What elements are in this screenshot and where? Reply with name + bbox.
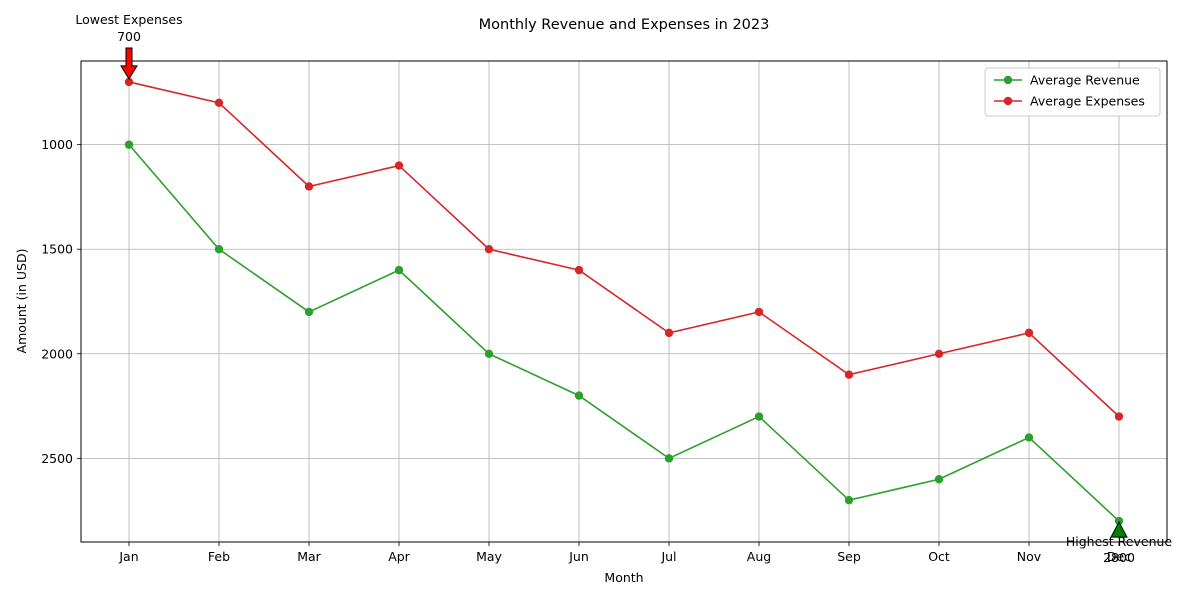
data-point xyxy=(844,370,854,379)
x-tick-label: Jan xyxy=(118,549,138,564)
annotation-label: Highest Revenue xyxy=(1066,534,1173,549)
data-point xyxy=(754,412,764,421)
x-tick-label: Jul xyxy=(660,549,676,564)
series-line xyxy=(128,144,1120,522)
data-point xyxy=(394,161,404,170)
series-line xyxy=(128,81,1120,418)
data-point xyxy=(664,454,674,463)
data-point xyxy=(214,245,224,254)
series-expenses xyxy=(124,77,1124,421)
data-point xyxy=(1114,412,1124,421)
annotation-value: 2800 xyxy=(1103,550,1135,565)
data-point xyxy=(844,495,854,505)
x-axis-label: Month xyxy=(604,570,643,585)
data-point xyxy=(484,245,494,254)
series-revenue xyxy=(124,140,1124,526)
y-tick-label: 1000 xyxy=(41,137,73,152)
x-tick-label: Oct xyxy=(928,549,950,564)
data-point xyxy=(124,77,134,87)
y-axis-label: Amount (in USD) xyxy=(14,249,29,354)
annotation-arrow xyxy=(1110,521,1128,538)
data-point xyxy=(304,182,314,191)
x-tick-label: Nov xyxy=(1017,549,1042,564)
data-point xyxy=(664,328,674,338)
legend-item: Average Revenue xyxy=(994,73,1140,88)
x-tick-label: Mar xyxy=(297,549,321,564)
data-point xyxy=(754,307,764,317)
data-point xyxy=(484,349,494,358)
annotation-label: Lowest Expenses xyxy=(75,12,182,27)
data-point xyxy=(574,265,584,275)
y-tick-label: 2500 xyxy=(41,451,73,466)
legend-item: Average Expenses xyxy=(994,94,1145,109)
data-point xyxy=(1024,328,1034,338)
data-point xyxy=(394,265,404,275)
chart-title: Monthly Revenue and Expenses in 2023 xyxy=(479,17,770,33)
x-tick-label: Dec xyxy=(1107,549,1131,564)
legend-box xyxy=(984,67,1161,117)
annotation-arrow xyxy=(120,47,138,80)
x-tick-label: Apr xyxy=(388,549,410,564)
legend-marker xyxy=(1003,96,1013,106)
legend: Average Revenue Average Expenses xyxy=(984,67,1161,117)
data-point xyxy=(124,140,134,149)
data-point xyxy=(574,391,584,400)
x-tick-label: Jun xyxy=(568,549,589,564)
plot-area-frame xyxy=(80,60,1168,543)
x-tick-label: Aug xyxy=(747,549,771,564)
legend-label: Average Revenue xyxy=(1030,73,1140,88)
y-tick-label: 2000 xyxy=(41,346,73,361)
data-point xyxy=(934,349,944,358)
data-point xyxy=(214,98,224,108)
data-point xyxy=(934,475,944,484)
legend-label: Average Expenses xyxy=(1030,94,1145,109)
annotation-lowest-expenses: Lowest Expenses 700 xyxy=(75,12,183,80)
data-point xyxy=(304,307,314,317)
x-tick-label: May xyxy=(476,549,502,564)
x-tick-label: Sep xyxy=(837,549,861,564)
x-axis: Jan Feb Mar Apr May Jun Jul Aug Sep Oct Nov Dec xyxy=(118,542,1131,564)
legend-marker xyxy=(1003,75,1013,85)
x-tick-label: Feb xyxy=(208,549,230,564)
y-axis: 1000 1500 2000 2500 xyxy=(41,137,81,466)
series-layer xyxy=(124,77,1124,526)
grid xyxy=(81,61,1167,542)
y-tick-label: 1500 xyxy=(41,242,73,257)
data-point xyxy=(1024,433,1034,442)
annotation-value: 700 xyxy=(117,29,141,44)
